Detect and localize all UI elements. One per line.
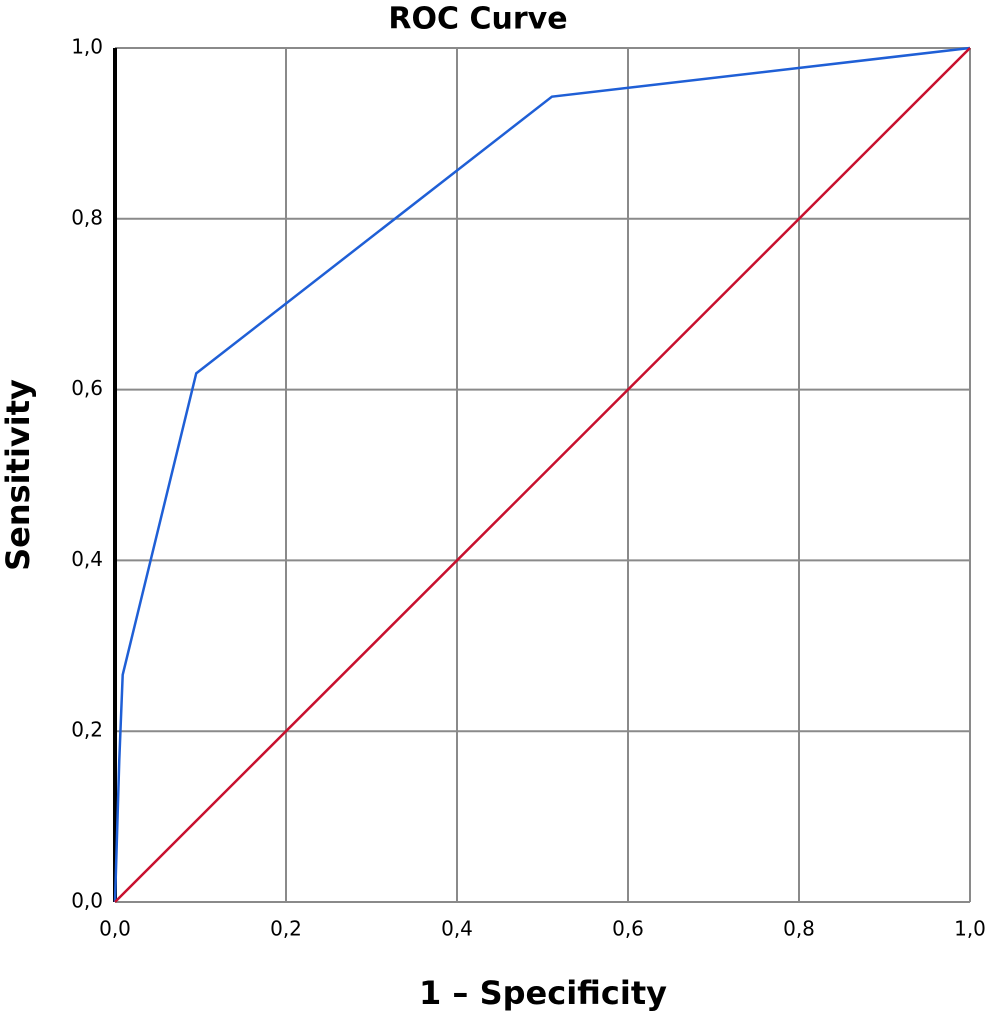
- y-tick-label: 0,6: [71, 376, 103, 400]
- x-axis-label: 1 – Specificity: [419, 974, 667, 1012]
- x-tick-label: 0,8: [783, 917, 815, 941]
- y-tick-label: 0,0: [71, 889, 103, 913]
- y-tick-label: 0,2: [71, 718, 103, 742]
- y-tick-label: 0,4: [71, 547, 103, 571]
- y-tick-label: 0,8: [71, 205, 103, 229]
- chart-title: ROC Curve: [388, 2, 567, 37]
- x-tick-label: 0,2: [270, 917, 302, 941]
- x-tick-label: 0,0: [99, 917, 131, 941]
- x-tick-label: 0,4: [441, 917, 473, 941]
- line: [114, 47, 971, 903]
- y-tick-label: 1,0: [71, 35, 103, 59]
- line: [113, 46, 971, 903]
- x-tick-label: 1,0: [954, 917, 986, 941]
- y-axis-label: Sensitivity: [0, 379, 37, 571]
- x-tick-label: 0,6: [612, 917, 644, 941]
